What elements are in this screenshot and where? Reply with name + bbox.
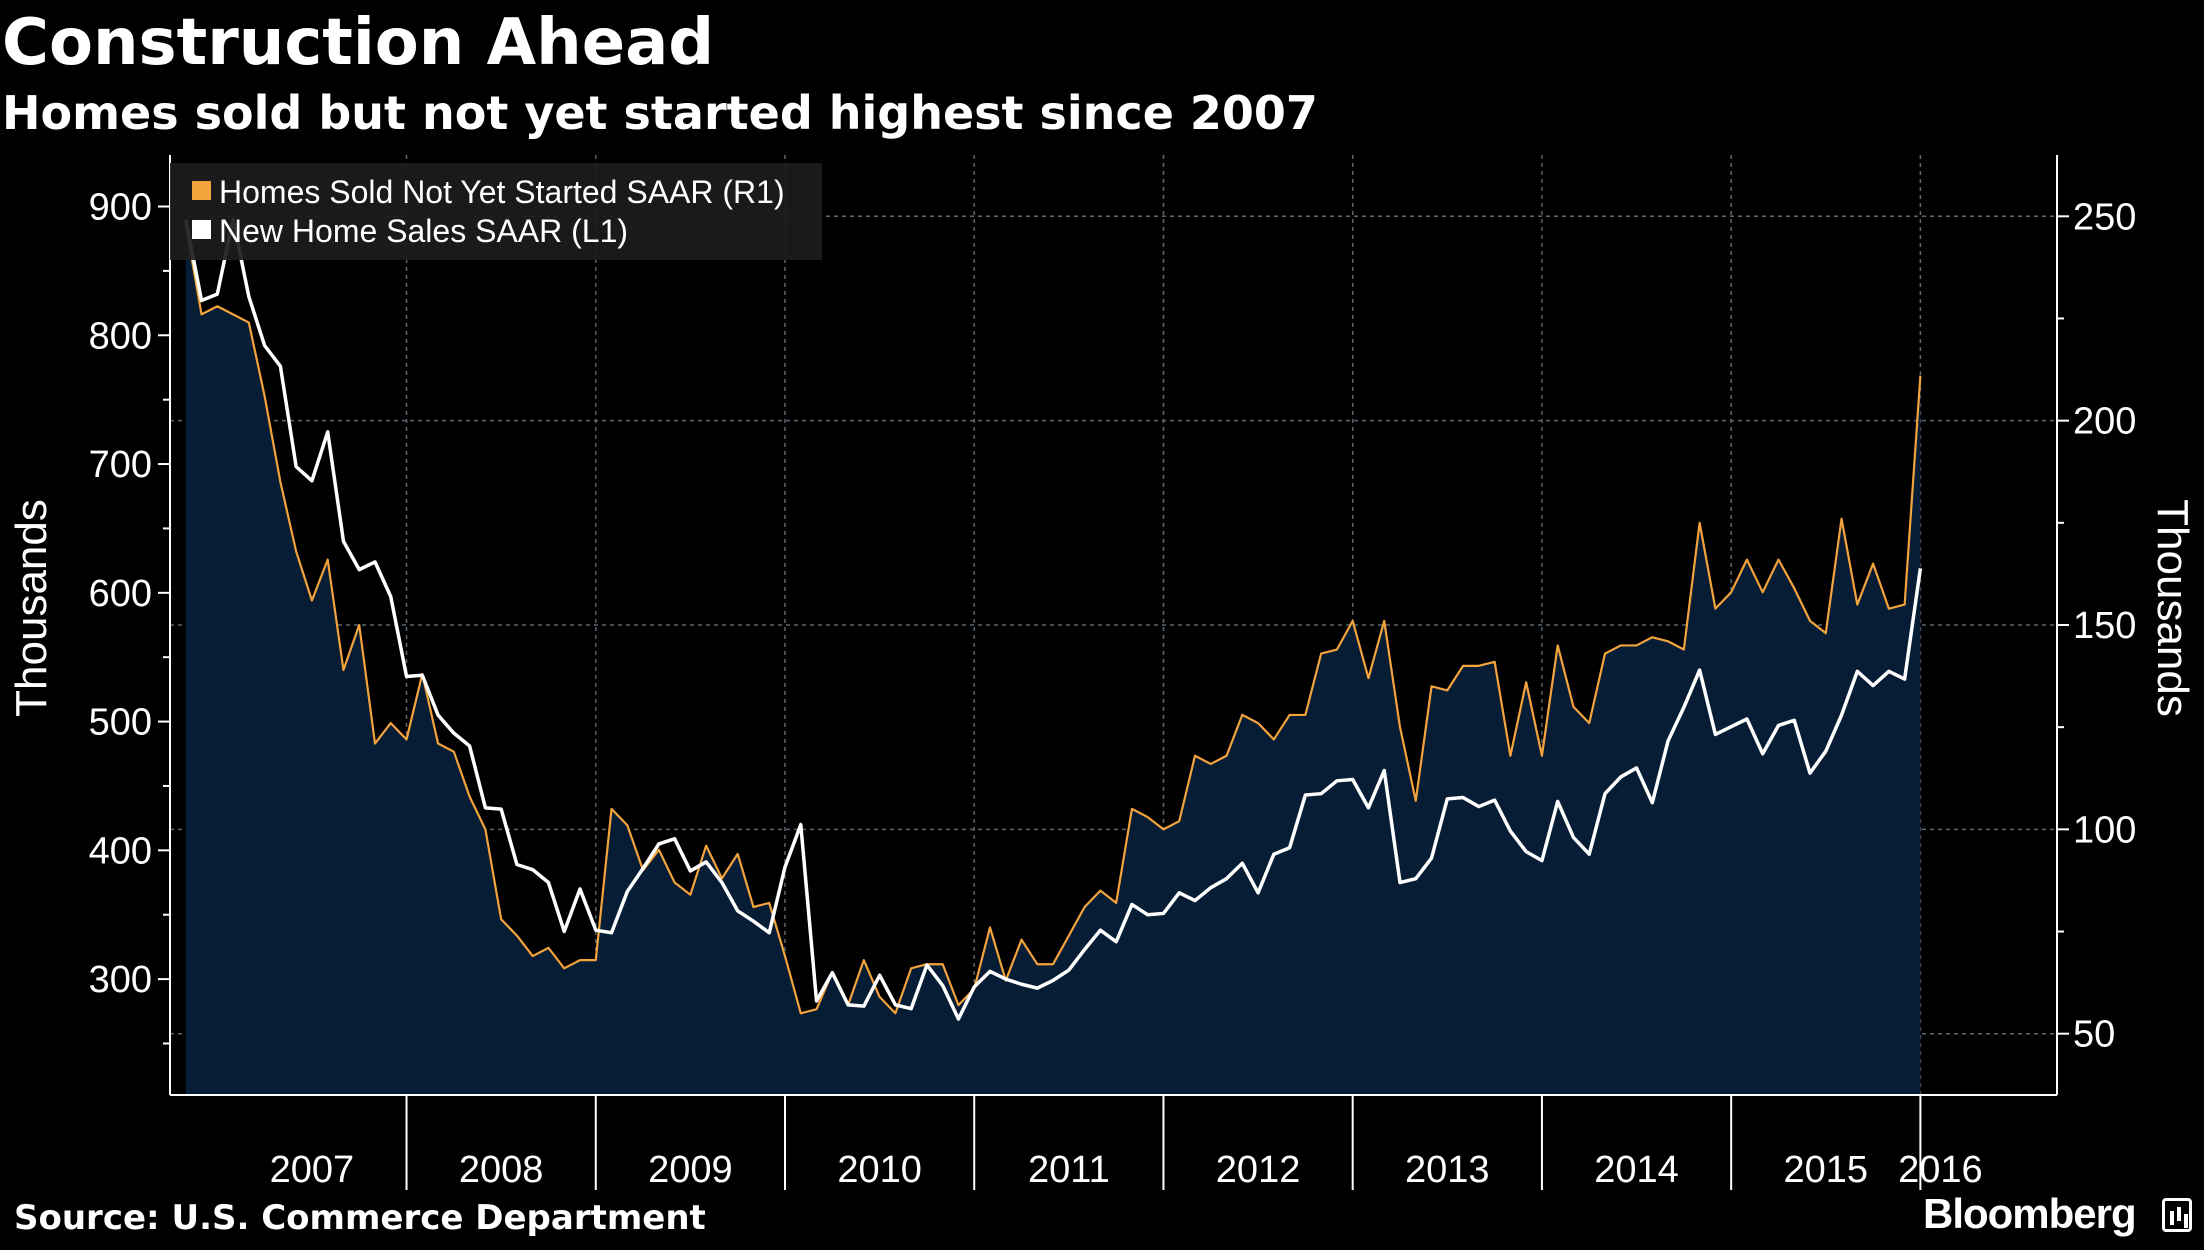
x-tick-label: 2012 bbox=[1216, 1149, 1301, 1191]
right-tick-label: 50 bbox=[2073, 1014, 2115, 1056]
legend-swatch-new-home-sales bbox=[192, 220, 211, 239]
bloomberg-logo: Bloomberg bbox=[1923, 1190, 2137, 1237]
legend-swatch-sold-not-started bbox=[192, 181, 211, 200]
x-tick-label: 2008 bbox=[459, 1149, 544, 1191]
right-tick-label: 200 bbox=[2073, 401, 2136, 443]
legend: Homes Sold Not Yet Started SAAR (R1) New… bbox=[170, 163, 822, 260]
left-axis-title: Thousands bbox=[7, 499, 56, 717]
area-layer bbox=[185, 224, 1921, 1095]
left-tick-label: 600 bbox=[89, 573, 152, 615]
right-axis-title: Thousands bbox=[2148, 499, 2197, 717]
left-tick-label: 700 bbox=[89, 444, 152, 486]
axis-layer: 2007 2008 2009 2010 2011 2012 2013 2014 2015 2016… bbox=[89, 155, 2136, 1191]
left-tick-label: 500 bbox=[89, 702, 152, 744]
new-home-sales-line bbox=[184, 217, 1923, 1021]
left-tick-label: 800 bbox=[89, 315, 152, 357]
x-tick-label: 2009 bbox=[648, 1149, 733, 1191]
x-tick-label: 2010 bbox=[837, 1149, 922, 1191]
x-tick-label: 2014 bbox=[1594, 1149, 1679, 1191]
legend-label-sold-not-started: Homes Sold Not Yet Started SAAR (R1) bbox=[219, 174, 785, 210]
x-tick-label: 2011 bbox=[1028, 1149, 1110, 1191]
x-tick-label: 2015 bbox=[1783, 1149, 1868, 1191]
x-tick-label: 2007 bbox=[270, 1149, 355, 1191]
source-note: Source: U.S. Commerce Department bbox=[14, 1198, 706, 1238]
right-tick-label: 100 bbox=[2073, 809, 2136, 851]
right-tick-label: 250 bbox=[2073, 196, 2136, 238]
left-tick-label: 300 bbox=[89, 959, 152, 1001]
line-layer bbox=[184, 217, 1923, 1021]
bloomberg-terminal-icon bbox=[2162, 1198, 2192, 1232]
legend-background bbox=[170, 163, 822, 260]
x-tick-label: 2016 bbox=[1898, 1149, 1983, 1191]
x-tick-label: 2013 bbox=[1405, 1149, 1490, 1191]
chart-subtitle: Homes sold but not yet started highest s… bbox=[2, 86, 1318, 140]
sold-not-started-line bbox=[184, 224, 1922, 1015]
left-tick-label: 400 bbox=[89, 830, 152, 872]
right-tick-label: 150 bbox=[2073, 605, 2136, 647]
legend-label-new-home-sales: New Home Sales SAAR (L1) bbox=[219, 213, 628, 249]
left-tick-label: 900 bbox=[89, 187, 152, 229]
chart-title: Construction Ahead bbox=[2, 6, 715, 80]
sold-not-started-area bbox=[185, 224, 1921, 1095]
